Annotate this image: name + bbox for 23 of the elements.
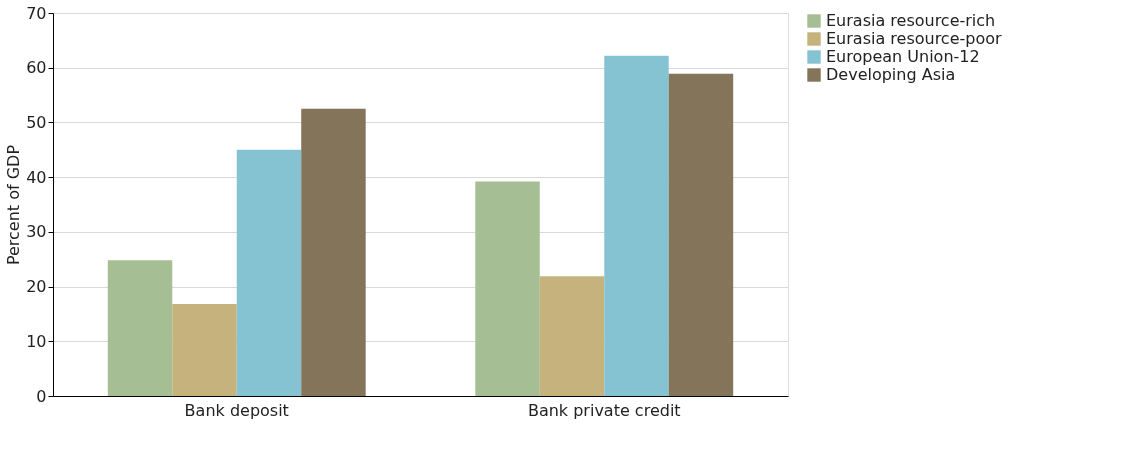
bar	[539, 276, 605, 396]
bar	[301, 108, 366, 396]
y-tick-label: 60	[26, 58, 47, 78]
legend-label: Eurasia resource-poor	[826, 29, 1003, 48]
legend-label: Eurasia resource-rich	[826, 11, 996, 30]
y-tick-label: 0	[36, 386, 47, 406]
bar	[172, 304, 237, 396]
bar	[668, 73, 734, 396]
y-tick-label: 10	[26, 331, 47, 351]
y-tick-label: 20	[26, 277, 47, 297]
y-tick-label: 30	[26, 222, 47, 242]
y-tick-label: 50	[26, 112, 47, 132]
y-tick-label: 40	[26, 167, 47, 187]
legend-label: European Union-12	[826, 47, 980, 66]
x-tick-label: Bank private credit	[527, 400, 681, 420]
legend-label: Developing Asia	[826, 65, 956, 84]
bar	[475, 181, 540, 396]
y-axis-title: Percent of GDP	[4, 144, 24, 266]
bar	[236, 149, 302, 396]
bar	[107, 260, 173, 396]
bar	[604, 55, 669, 396]
y-tick-label: 70	[26, 3, 47, 23]
x-tick-label: Bank deposit	[184, 400, 289, 420]
